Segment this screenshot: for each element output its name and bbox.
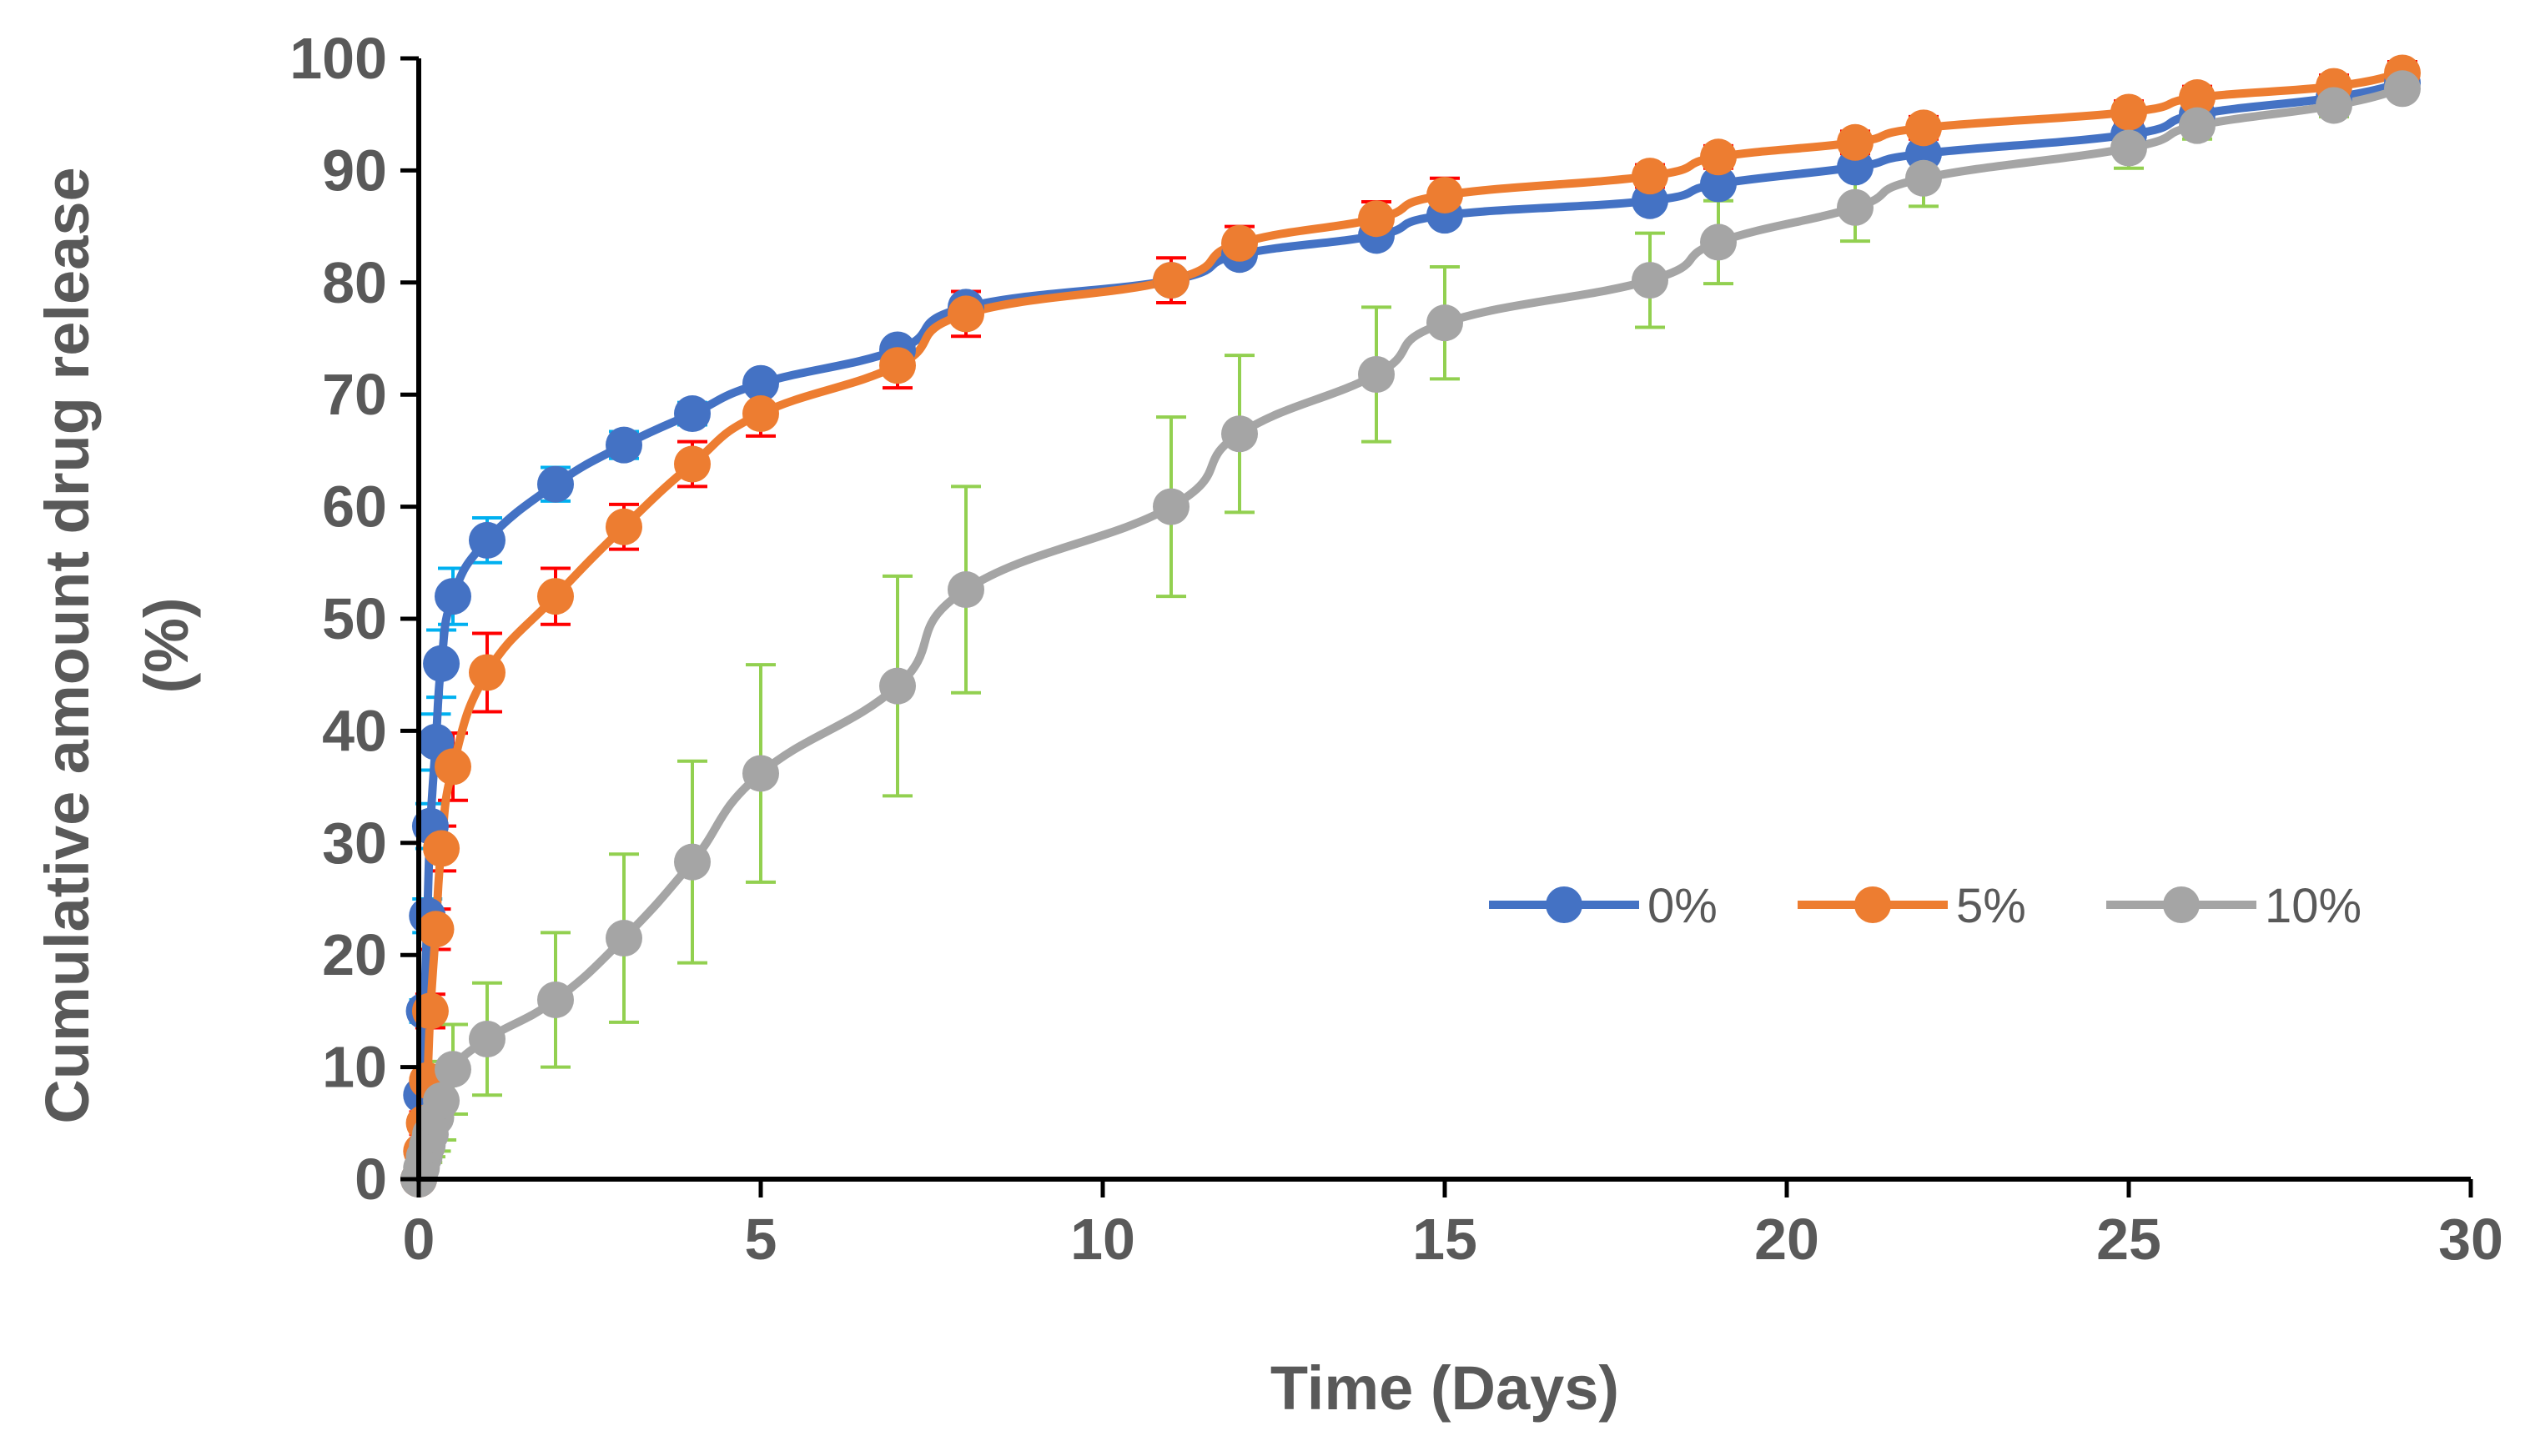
ticks-layer: 0 10 20 30 40 50 60 70 80 90 100 0 5 10 15 20 25 30: [289, 26, 2503, 1272]
data-point-10pct: [606, 920, 642, 957]
y-tick-label: 40: [322, 698, 387, 763]
legend-swatch-marker: [1854, 886, 1891, 923]
data-point-0pct: [742, 364, 779, 402]
data-point-5pct: [1700, 138, 1737, 176]
data-point-10pct: [435, 1051, 471, 1088]
data-point-5pct: [1837, 123, 1874, 161]
legend-item-0pct: 0%: [1489, 879, 1718, 933]
data-point-5pct: [742, 395, 779, 433]
y-tick-label: 10: [322, 1035, 387, 1100]
data-point-10pct: [742, 755, 779, 792]
data-point-5pct: [606, 508, 642, 545]
data-point-0pct: [1700, 165, 1737, 203]
legend-label: 0%: [1647, 879, 1718, 933]
x-tick-label: 10: [1070, 1207, 1135, 1272]
data-point-10pct: [2316, 87, 2352, 124]
data-point-5pct: [1426, 176, 1463, 213]
data-point-10pct: [2179, 107, 2216, 144]
data-point-10pct: [1632, 262, 1668, 299]
y-tick-label: 20: [322, 922, 387, 987]
data-point-10pct: [674, 843, 711, 881]
data-point-10pct: [469, 1021, 505, 1057]
y-axis-title-line1: Cumulative amount drug release: [33, 167, 102, 1123]
y-tick-label: 100: [289, 26, 387, 91]
legend-item-10pct: 10%: [2106, 879, 2362, 933]
legend-swatch-marker: [2163, 886, 2200, 923]
y-tick-label: 60: [322, 474, 387, 540]
data-point-5pct: [674, 445, 711, 483]
data-point-5pct: [435, 748, 471, 786]
data-point-0pct: [469, 521, 505, 559]
data-point-0pct: [537, 465, 574, 503]
data-point-5pct: [1221, 224, 1258, 262]
y-tick-label: 80: [322, 250, 387, 315]
data-point-5pct: [2110, 93, 2147, 131]
data-point-10pct: [1700, 223, 1737, 261]
data-point-0pct: [674, 395, 711, 433]
legend-swatch-marker: [1546, 886, 1582, 923]
x-axis-title: Time (Days): [1270, 1353, 1619, 1423]
legend-item-5pct: 5%: [1798, 879, 2026, 933]
data-point-10pct: [537, 981, 574, 1018]
y-axis-title-line2: (%): [132, 597, 201, 693]
data-point-10pct: [1426, 304, 1463, 342]
data-point-10pct: [879, 667, 916, 705]
data-point-0pct: [435, 578, 471, 615]
data-point-5pct: [417, 911, 455, 948]
data-point-5pct: [948, 295, 984, 333]
x-tick-label: 15: [1412, 1207, 1477, 1272]
x-tick-label: 25: [2096, 1207, 2161, 1272]
data-point-10pct: [423, 1082, 460, 1119]
data-point-10pct: [1358, 356, 1395, 394]
y-tick-label: 50: [322, 586, 387, 651]
x-tick-label: 5: [745, 1207, 777, 1272]
data-point-5pct: [1358, 200, 1395, 238]
data-point-10pct: [1153, 488, 1190, 525]
y-tick-label: 0: [355, 1147, 387, 1212]
data-point-5pct: [1905, 109, 1942, 147]
legend-label: 10%: [2265, 879, 2362, 933]
data-point-0pct: [606, 426, 642, 464]
y-tick-label: 90: [322, 138, 387, 203]
data-point-10pct: [1221, 415, 1258, 453]
legend-label: 5%: [1956, 879, 2026, 933]
data-point-10pct: [2110, 129, 2147, 167]
data-point-10pct: [948, 571, 984, 609]
data-point-10pct: [1837, 188, 1874, 226]
data-point-5pct: [879, 347, 916, 384]
x-tick-label: 20: [1754, 1207, 1819, 1272]
data-point-10pct: [1905, 159, 1942, 197]
y-tick-label: 70: [322, 362, 387, 427]
data-point-5pct: [1632, 158, 1668, 195]
x-tick-label: 0: [403, 1207, 435, 1272]
data-point-5pct: [1153, 262, 1190, 299]
data-point-0pct: [423, 645, 460, 682]
data-point-5pct: [469, 654, 505, 691]
legend: 0% 5% 10%: [1489, 879, 2362, 933]
data-point-5pct: [423, 830, 460, 867]
data-point-10pct: [2384, 70, 2421, 108]
data-point-5pct: [2179, 79, 2216, 117]
y-tick-label: 30: [322, 811, 387, 876]
data-point-5pct: [537, 578, 574, 615]
x-tick-label: 30: [2438, 1207, 2503, 1272]
